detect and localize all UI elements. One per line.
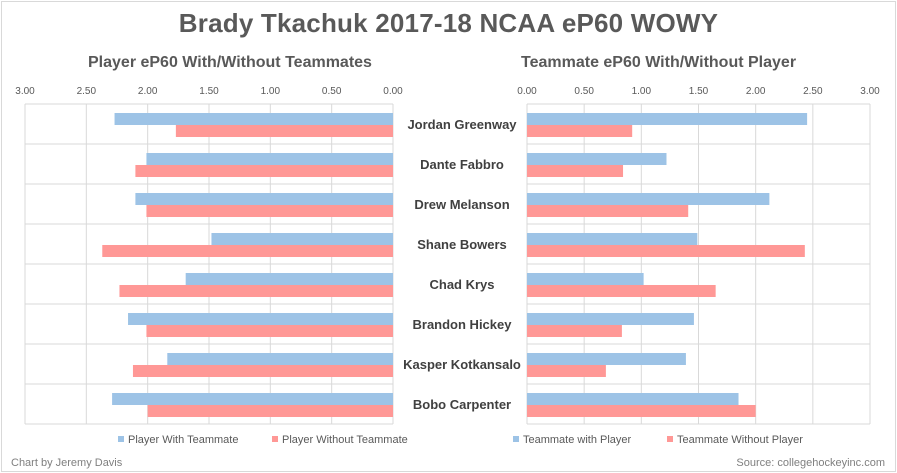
left-bar-jordan-greenway-without: [175, 125, 393, 137]
left-tick-label: 1.00: [261, 86, 281, 97]
right-tick-label: 1.00: [632, 86, 652, 97]
left-bar-drew-melanson-with: [135, 193, 393, 205]
left-bar-kasper-kotkansalo-without: [132, 365, 394, 377]
right-bar-jordan-greenway-without: [527, 125, 633, 137]
left-bar-drew-melanson-without: [146, 205, 393, 217]
right-bar-shane-bowers-with: [527, 233, 698, 245]
left-bar-bobo-carpenter-without: [147, 405, 393, 417]
right-legend-swatch: [667, 436, 673, 442]
right-bar-drew-melanson-without: [527, 205, 689, 217]
right-bar-bobo-carpenter-with: [527, 393, 739, 405]
right-tick-label: 2.00: [746, 86, 766, 97]
right-tick-label: 0.50: [574, 86, 594, 97]
right-bar-drew-melanson-with: [527, 193, 770, 205]
left-chart-title: Player eP60 With/Without Teammates: [88, 54, 372, 71]
left-bar-brandon-hickey-without: [146, 325, 393, 337]
left-bar-chad-krys-without: [119, 285, 393, 297]
right-tick-label: 2.50: [803, 86, 823, 97]
right-bar-kasper-kotkansalo-with: [527, 353, 686, 365]
left-bar-dante-fabbro-without: [135, 165, 393, 177]
left-tick-label: 1.50: [199, 86, 219, 97]
right-tick-label: 0.00: [517, 86, 537, 97]
category-label-bobo-carpenter: Bobo Carpenter: [413, 397, 511, 412]
left-bar-shane-bowers-with: [211, 233, 393, 245]
left-legend-swatch: [272, 436, 278, 442]
left-bar-brandon-hickey-with: [128, 313, 394, 325]
right-bar-bobo-carpenter-without: [527, 405, 756, 417]
left-bar-kasper-kotkansalo-with: [167, 353, 393, 365]
left-tick-label: 0.00: [383, 86, 403, 97]
left-tick-label: 0.50: [322, 86, 342, 97]
left-legend-swatch: [118, 436, 124, 442]
category-label-shane-bowers: Shane Bowers: [417, 237, 507, 252]
right-bar-brandon-hickey-with: [527, 313, 694, 325]
left-bar-bobo-carpenter-with: [112, 393, 394, 405]
right-legend-label: Teammate with Player: [523, 434, 632, 446]
right-bar-shane-bowers-without: [527, 245, 805, 257]
category-label-kasper-kotkansalo: Kasper Kotkansalo: [403, 357, 521, 372]
category-label-chad-krys: Chad Krys: [429, 277, 494, 292]
right-legend-label: Teammate Without Player: [677, 434, 803, 446]
chart-credit: Chart by Jeremy Davis: [11, 457, 123, 469]
left-tick-label: 3.00: [15, 86, 35, 97]
right-bar-dante-fabbro-with: [527, 153, 667, 165]
left-bar-dante-fabbro-with: [146, 153, 393, 165]
right-bar-chad-krys-with: [527, 273, 644, 285]
left-tick-label: 2.50: [77, 86, 97, 97]
right-tick-label: 1.50: [689, 86, 709, 97]
right-chart-title: Teammate eP60 With/Without Player: [521, 54, 797, 71]
chart-source: Source: collegehockeyinc.com: [736, 457, 885, 469]
right-tick-label: 3.00: [860, 86, 880, 97]
category-label-dante-fabbro: Dante Fabbro: [420, 157, 504, 172]
right-bar-chad-krys-without: [527, 285, 716, 297]
left-bar-shane-bowers-without: [102, 245, 393, 257]
category-label-brandon-hickey: Brandon Hickey: [413, 317, 513, 332]
right-legend-swatch: [513, 436, 519, 442]
right-bar-brandon-hickey-without: [527, 325, 622, 337]
right-bar-dante-fabbro-without: [527, 165, 624, 177]
category-label-drew-melanson: Drew Melanson: [414, 197, 509, 212]
left-bar-jordan-greenway-with: [114, 113, 394, 125]
left-legend-label: Player Without Teammate: [282, 434, 408, 446]
category-label-jordan-greenway: Jordan Greenway: [407, 117, 517, 132]
right-bar-jordan-greenway-with: [527, 113, 808, 125]
left-legend-label: Player With Teammate: [128, 434, 238, 446]
chart-title: Brady Tkachuk 2017-18 NCAA eP60 WOWY: [178, 8, 719, 38]
left-tick-label: 2.00: [138, 86, 158, 97]
left-bar-chad-krys-with: [185, 273, 393, 285]
right-bar-kasper-kotkansalo-without: [527, 365, 606, 377]
